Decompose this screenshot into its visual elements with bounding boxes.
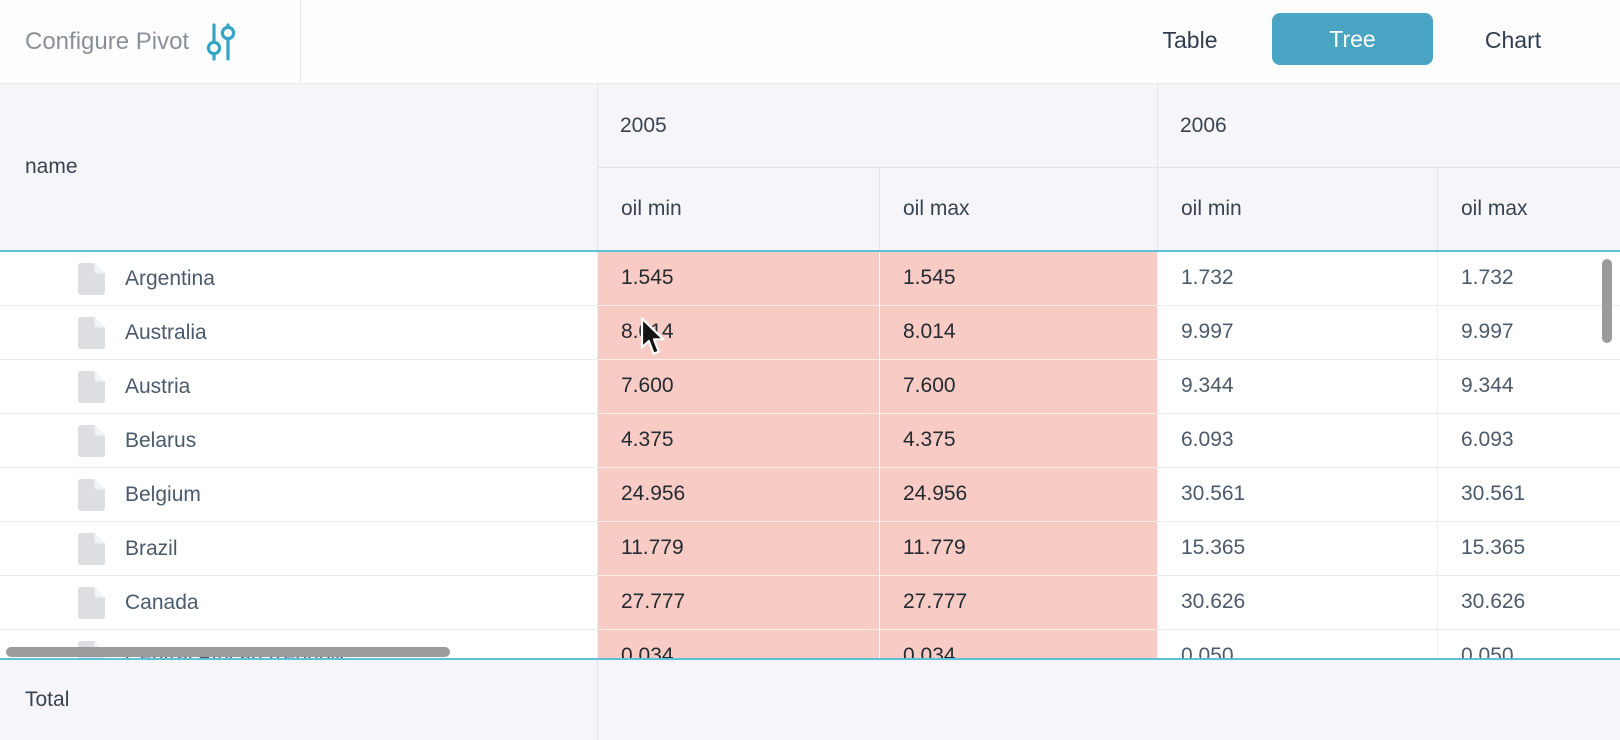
document-icon: [78, 478, 105, 511]
document-icon: [78, 586, 105, 619]
table-row[interactable]: Belarus 4.375 4.375 6.093 6.093: [0, 414, 1620, 468]
value-cell-2005-oil-max[interactable]: 8.014: [879, 306, 1157, 360]
value-cell-2006-oil-max[interactable]: 9.344: [1437, 360, 1620, 414]
row-name-label: Belgium: [125, 482, 201, 506]
value-cell-2005-oil-min[interactable]: 0.034: [598, 630, 879, 658]
column-group-2006[interactable]: 2006: [1157, 84, 1620, 168]
row-name-cell[interactable]: Austria: [0, 360, 598, 414]
column-group-2005[interactable]: 2005: [598, 84, 1157, 168]
value-cell-2005-oil-min[interactable]: 11.779: [598, 522, 879, 576]
value-cell-2006-oil-max[interactable]: 30.626: [1437, 576, 1620, 630]
table-row[interactable]: Belgium 24.956 24.956 30.561 30.561: [0, 468, 1620, 522]
value-cell-2005-oil-min[interactable]: 8.014: [598, 306, 879, 360]
value-cell-2005-oil-min[interactable]: 1.545: [598, 252, 879, 306]
document-icon: [78, 370, 105, 403]
row-name-cell[interactable]: Canada: [0, 576, 598, 630]
row-name-label: Belarus: [125, 428, 197, 452]
value-cell-2005-oil-min[interactable]: 7.600: [598, 360, 879, 414]
row-name-cell[interactable]: Brazil: [0, 522, 598, 576]
toolbar-divider: [300, 0, 301, 84]
document-icon: [78, 316, 105, 349]
document-icon: [78, 424, 105, 457]
sliders-icon: [205, 22, 237, 62]
grid-header: name 2005 2006 oil min oil max oil min o…: [0, 84, 1620, 252]
value-cell-2006-oil-min[interactable]: 6.093: [1157, 414, 1437, 468]
configure-pivot-label: Configure Pivot: [25, 28, 190, 55]
row-name-cell[interactable]: Belarus: [0, 414, 598, 468]
column-header-2006-oil-min[interactable]: oil min: [1157, 168, 1437, 250]
value-cell-2006-oil-min[interactable]: 0.050: [1157, 630, 1437, 658]
grid-footer: Total: [0, 660, 1620, 740]
value-cell-2006-oil-max[interactable]: 9.997: [1437, 306, 1620, 360]
horizontal-scrollbar[interactable]: [6, 647, 450, 657]
value-cell-2006-oil-min[interactable]: 30.561: [1157, 468, 1437, 522]
value-cell-2005-oil-max[interactable]: 7.600: [879, 360, 1157, 414]
row-name-cell[interactable]: Argentina: [0, 252, 598, 306]
row-name-label: Austria: [125, 374, 191, 398]
value-cell-2005-oil-min[interactable]: 4.375: [598, 414, 879, 468]
table-row[interactable]: Austria 7.600 7.600 9.344 9.344: [0, 360, 1620, 414]
value-cell-2005-oil-max[interactable]: 4.375: [879, 414, 1157, 468]
value-cell-2005-oil-max[interactable]: 27.777: [879, 576, 1157, 630]
toolbar: Configure Pivot Table Tree Chart: [0, 0, 1620, 84]
table-row[interactable]: Australia 8.014 8.014 9.997 9.997: [0, 306, 1620, 360]
column-header-2005-oil-max[interactable]: oil max: [879, 168, 1157, 250]
value-cell-2005-oil-min[interactable]: 27.777: [598, 576, 879, 630]
vertical-scrollbar[interactable]: [1602, 259, 1612, 343]
value-cell-2006-oil-min[interactable]: 30.626: [1157, 576, 1437, 630]
value-cell-2006-oil-min[interactable]: 1.732: [1157, 252, 1437, 306]
value-cell-2006-oil-max[interactable]: 6.093: [1437, 414, 1620, 468]
value-cell-2006-oil-max[interactable]: 1.732: [1437, 252, 1620, 306]
row-name-cell[interactable]: Australia: [0, 306, 598, 360]
table-body: Argentina 1.545 1.545 1.732 1.732 Austra…: [0, 252, 1620, 660]
value-cell-2005-oil-max[interactable]: 24.956: [879, 468, 1157, 522]
value-cell-2006-oil-min[interactable]: 9.997: [1157, 306, 1437, 360]
document-icon: [78, 532, 105, 565]
row-name-label: Brazil: [125, 536, 178, 560]
value-cell-2006-oil-min[interactable]: 9.344: [1157, 360, 1437, 414]
total-label: Total: [0, 660, 598, 740]
value-cell-2006-oil-max[interactable]: 0.050: [1437, 630, 1620, 658]
value-cell-2006-oil-min[interactable]: 15.365: [1157, 522, 1437, 576]
row-name-label: Canada: [125, 590, 199, 614]
column-header-2005-oil-min[interactable]: oil min: [621, 197, 682, 220]
configure-pivot-button[interactable]: Configure Pivot: [25, 0, 237, 84]
column-header-name[interactable]: name: [0, 84, 598, 250]
value-cell-2005-oil-max[interactable]: 1.545: [879, 252, 1157, 306]
column-header-2006-oil-max[interactable]: oil max: [1437, 168, 1620, 250]
tab-chart[interactable]: Chart: [1484, 27, 1542, 53]
document-icon: [78, 262, 105, 295]
row-name-cell[interactable]: Belgium: [0, 468, 598, 522]
value-cell-2005-oil-max[interactable]: 11.779: [879, 522, 1157, 576]
tab-tree[interactable]: Tree: [1272, 13, 1433, 65]
value-cell-2005-oil-max[interactable]: 0.034: [879, 630, 1157, 658]
row-name-label: Australia: [125, 320, 207, 344]
value-cell-2005-oil-min[interactable]: 24.956: [598, 468, 879, 522]
table-row[interactable]: Argentina 1.545 1.545 1.732 1.732: [0, 252, 1620, 306]
table-row[interactable]: Canada 27.777 27.777 30.626 30.626: [0, 576, 1620, 630]
value-cell-2006-oil-max[interactable]: 15.365: [1437, 522, 1620, 576]
tab-table[interactable]: Table: [1162, 27, 1218, 53]
value-cell-2006-oil-max[interactable]: 30.561: [1437, 468, 1620, 522]
table-row[interactable]: Brazil 11.779 11.779 15.365 15.365: [0, 522, 1620, 576]
row-name-label: Argentina: [125, 266, 215, 290]
